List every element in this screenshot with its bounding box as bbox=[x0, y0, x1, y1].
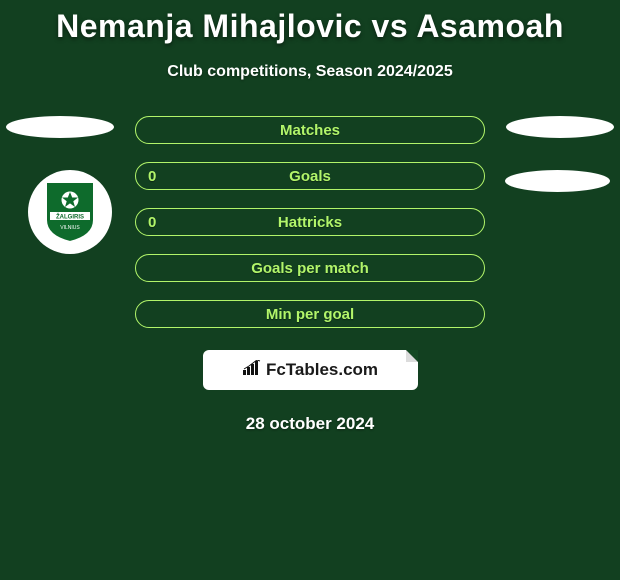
subtitle: Club competitions, Season 2024/2025 bbox=[0, 63, 620, 81]
avatar-placeholder-left-top bbox=[6, 116, 114, 138]
stat-label: Goals per match bbox=[251, 260, 369, 277]
zalgiris-club-crest-icon: ŽALGIRIS VILNIUS bbox=[44, 180, 96, 244]
stat-bar-matches: Matches bbox=[135, 116, 485, 144]
left-player-avatar: ŽALGIRIS VILNIUS bbox=[28, 170, 112, 254]
stat-label: Min per goal bbox=[266, 306, 354, 323]
bar-chart-icon bbox=[242, 360, 262, 381]
avatar-placeholder-right-bottom bbox=[505, 170, 610, 192]
stat-bar-goals-per-match: Goals per match bbox=[135, 254, 485, 282]
stat-bar-hattricks: 0 Hattricks bbox=[135, 208, 485, 236]
avatar-placeholder-right-top bbox=[506, 116, 614, 138]
stat-label: Goals bbox=[289, 168, 331, 185]
corner-fold-icon bbox=[406, 350, 418, 362]
stat-left-value: 0 bbox=[148, 168, 156, 185]
brand-badge: FcTables.com bbox=[203, 350, 418, 390]
stat-left-value: 0 bbox=[148, 214, 156, 231]
brand-text: FcTables.com bbox=[266, 360, 378, 380]
page-title: Nemanja Mihajlovic vs Asamoah bbox=[0, 0, 620, 45]
date-label: 28 october 2024 bbox=[0, 414, 620, 434]
svg-text:VILNIUS: VILNIUS bbox=[60, 225, 80, 231]
svg-text:ŽALGIRIS: ŽALGIRIS bbox=[56, 213, 84, 221]
stat-bar-min-per-goal: Min per goal bbox=[135, 300, 485, 328]
stat-bar-goals: 0 Goals bbox=[135, 162, 485, 190]
stat-bars: Matches 0 Goals 0 Hattricks Goals per ma… bbox=[135, 116, 485, 328]
comparison-panel: ŽALGIRIS VILNIUS Matches 0 Goals 0 Hattr… bbox=[0, 116, 620, 434]
stat-label: Hattricks bbox=[278, 214, 342, 231]
stat-label: Matches bbox=[280, 122, 340, 139]
